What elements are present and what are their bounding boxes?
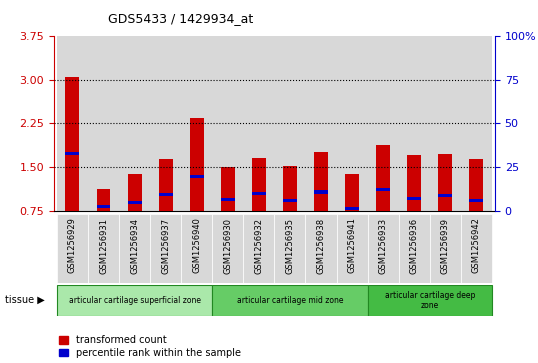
Text: GSM1256941: GSM1256941: [348, 218, 357, 273]
Text: GSM1256931: GSM1256931: [99, 218, 108, 274]
Bar: [336, 36, 367, 211]
Bar: [314, 152, 328, 211]
Bar: [461, 36, 492, 211]
Bar: [252, 158, 266, 211]
Bar: [314, 190, 328, 193]
Bar: [461, 214, 492, 283]
Text: articular cartilage mid zone: articular cartilage mid zone: [237, 296, 343, 305]
Bar: [430, 214, 461, 283]
Bar: [119, 214, 150, 283]
Bar: [57, 285, 213, 316]
Text: GSM1256934: GSM1256934: [130, 218, 139, 274]
Text: GSM1256942: GSM1256942: [472, 218, 481, 273]
Bar: [345, 207, 359, 210]
Bar: [469, 199, 483, 202]
Bar: [430, 36, 461, 211]
Bar: [159, 193, 173, 196]
Bar: [438, 154, 452, 211]
Bar: [213, 214, 243, 283]
Bar: [283, 166, 297, 211]
Bar: [181, 36, 213, 211]
Bar: [57, 36, 88, 211]
Bar: [469, 159, 483, 211]
Text: GSM1256936: GSM1256936: [409, 218, 419, 274]
Bar: [306, 36, 336, 211]
Bar: [66, 77, 80, 211]
Bar: [399, 214, 430, 283]
Bar: [150, 36, 181, 211]
Bar: [128, 174, 141, 211]
Bar: [367, 214, 399, 283]
Bar: [252, 192, 266, 195]
Text: GSM1256939: GSM1256939: [441, 218, 450, 274]
Bar: [283, 199, 297, 202]
Bar: [190, 175, 204, 178]
Bar: [336, 214, 367, 283]
Bar: [96, 189, 110, 211]
Bar: [150, 214, 181, 283]
Bar: [128, 201, 141, 204]
Text: GSM1256932: GSM1256932: [254, 218, 263, 274]
Bar: [274, 214, 306, 283]
Bar: [376, 188, 390, 191]
Bar: [57, 214, 88, 283]
Bar: [159, 159, 173, 211]
Bar: [438, 194, 452, 197]
Bar: [306, 214, 336, 283]
Text: GSM1256937: GSM1256937: [161, 218, 170, 274]
Bar: [213, 36, 243, 211]
Bar: [345, 174, 359, 211]
Text: tissue ▶: tissue ▶: [5, 294, 45, 305]
Text: articular cartilage superficial zone: articular cartilage superficial zone: [68, 296, 201, 305]
Bar: [407, 155, 421, 211]
Text: GSM1256938: GSM1256938: [316, 218, 325, 274]
Text: GSM1256930: GSM1256930: [223, 218, 232, 274]
Text: GSM1256935: GSM1256935: [286, 218, 294, 274]
Bar: [407, 197, 421, 200]
Bar: [367, 285, 492, 316]
Bar: [376, 145, 390, 211]
Text: GDS5433 / 1429934_at: GDS5433 / 1429934_at: [108, 12, 253, 25]
Bar: [243, 214, 274, 283]
Bar: [190, 118, 204, 211]
Bar: [399, 36, 430, 211]
Text: GSM1256933: GSM1256933: [379, 218, 387, 274]
Bar: [181, 214, 213, 283]
Bar: [66, 151, 80, 155]
Bar: [274, 36, 306, 211]
Bar: [119, 36, 150, 211]
Bar: [88, 214, 119, 283]
Text: GSM1256940: GSM1256940: [192, 218, 201, 273]
Bar: [88, 36, 119, 211]
Bar: [213, 285, 367, 316]
Bar: [243, 36, 274, 211]
Legend: transformed count, percentile rank within the sample: transformed count, percentile rank withi…: [59, 335, 241, 358]
Bar: [221, 167, 235, 211]
Bar: [367, 36, 399, 211]
Text: articular cartilage deep
zone: articular cartilage deep zone: [385, 291, 475, 310]
Text: GSM1256929: GSM1256929: [68, 218, 77, 273]
Bar: [221, 198, 235, 201]
Bar: [96, 205, 110, 208]
